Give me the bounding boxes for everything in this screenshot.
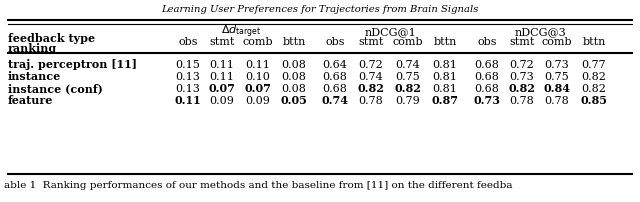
Text: ranking: ranking bbox=[8, 43, 57, 54]
Text: 0.11: 0.11 bbox=[209, 72, 234, 82]
Text: able 1  Ranking performances of our methods and the baseline from [11] on the di: able 1 Ranking performances of our metho… bbox=[4, 180, 513, 189]
Text: 0.74: 0.74 bbox=[358, 72, 383, 82]
Text: nDCG@3: nDCG@3 bbox=[515, 27, 566, 37]
Text: 0.13: 0.13 bbox=[175, 72, 200, 82]
Text: instance (conf): instance (conf) bbox=[8, 83, 103, 94]
Text: 0.08: 0.08 bbox=[282, 72, 307, 82]
Text: 0.68: 0.68 bbox=[475, 72, 499, 82]
Text: 0.74: 0.74 bbox=[396, 60, 420, 70]
Text: obs: obs bbox=[179, 37, 198, 47]
Text: 0.10: 0.10 bbox=[246, 72, 271, 82]
Text: 0.75: 0.75 bbox=[545, 72, 570, 82]
Text: 0.09: 0.09 bbox=[209, 96, 234, 105]
Text: 0.78: 0.78 bbox=[509, 96, 534, 105]
Text: feature: feature bbox=[8, 95, 53, 106]
Text: stmt: stmt bbox=[509, 37, 534, 47]
Text: 0.68: 0.68 bbox=[475, 84, 499, 94]
Text: bttn: bttn bbox=[433, 37, 457, 47]
Text: feedback type: feedback type bbox=[8, 33, 95, 44]
Text: stmt: stmt bbox=[358, 37, 384, 47]
Text: 0.68: 0.68 bbox=[475, 60, 499, 70]
Text: obs: obs bbox=[325, 37, 345, 47]
Text: Learning User Preferences for Trajectories from Brain Signals: Learning User Preferences for Trajectori… bbox=[161, 5, 479, 14]
Text: 0.68: 0.68 bbox=[323, 84, 348, 94]
Text: 0.13: 0.13 bbox=[175, 84, 200, 94]
Text: $\Delta d_\mathrm{target}$: $\Delta d_\mathrm{target}$ bbox=[221, 24, 261, 40]
Text: 0.68: 0.68 bbox=[323, 72, 348, 82]
Text: 0.81: 0.81 bbox=[433, 60, 458, 70]
Text: 0.73: 0.73 bbox=[545, 60, 570, 70]
Text: 0.78: 0.78 bbox=[545, 96, 570, 105]
Text: 0.73: 0.73 bbox=[474, 95, 500, 106]
Text: traj. perceptron [11]: traj. perceptron [11] bbox=[8, 59, 137, 70]
Text: 0.74: 0.74 bbox=[321, 95, 349, 106]
Text: 0.07: 0.07 bbox=[244, 83, 271, 94]
Text: 0.79: 0.79 bbox=[396, 96, 420, 105]
Text: bttn: bttn bbox=[282, 37, 306, 47]
Text: 0.15: 0.15 bbox=[175, 60, 200, 70]
Text: comb: comb bbox=[393, 37, 423, 47]
Text: 0.64: 0.64 bbox=[323, 60, 348, 70]
Text: 0.73: 0.73 bbox=[509, 72, 534, 82]
Text: comb: comb bbox=[541, 37, 572, 47]
Text: 0.09: 0.09 bbox=[246, 96, 271, 105]
Text: 0.82: 0.82 bbox=[395, 83, 421, 94]
Text: 0.87: 0.87 bbox=[431, 95, 458, 106]
Text: 0.84: 0.84 bbox=[543, 83, 570, 94]
Text: 0.82: 0.82 bbox=[358, 83, 385, 94]
Text: 0.82: 0.82 bbox=[582, 72, 607, 82]
Text: stmt: stmt bbox=[209, 37, 235, 47]
Text: bttn: bttn bbox=[582, 37, 605, 47]
Text: 0.11: 0.11 bbox=[175, 95, 202, 106]
Text: instance: instance bbox=[8, 71, 61, 82]
Text: 0.08: 0.08 bbox=[282, 60, 307, 70]
Text: 0.85: 0.85 bbox=[580, 95, 607, 106]
Text: 0.75: 0.75 bbox=[396, 72, 420, 82]
Text: 0.11: 0.11 bbox=[209, 60, 234, 70]
Text: 0.78: 0.78 bbox=[358, 96, 383, 105]
Text: 0.81: 0.81 bbox=[433, 84, 458, 94]
Text: nDCG@1: nDCG@1 bbox=[364, 27, 416, 37]
Text: 0.81: 0.81 bbox=[433, 72, 458, 82]
Text: 0.82: 0.82 bbox=[582, 84, 607, 94]
Text: 0.72: 0.72 bbox=[509, 60, 534, 70]
Text: 0.08: 0.08 bbox=[282, 84, 307, 94]
Text: comb: comb bbox=[243, 37, 273, 47]
Text: obs: obs bbox=[477, 37, 497, 47]
Text: 0.07: 0.07 bbox=[209, 83, 236, 94]
Text: 0.77: 0.77 bbox=[582, 60, 606, 70]
Text: 0.11: 0.11 bbox=[246, 60, 271, 70]
Text: 0.05: 0.05 bbox=[280, 95, 307, 106]
Text: 0.82: 0.82 bbox=[509, 83, 536, 94]
Text: 0.72: 0.72 bbox=[358, 60, 383, 70]
